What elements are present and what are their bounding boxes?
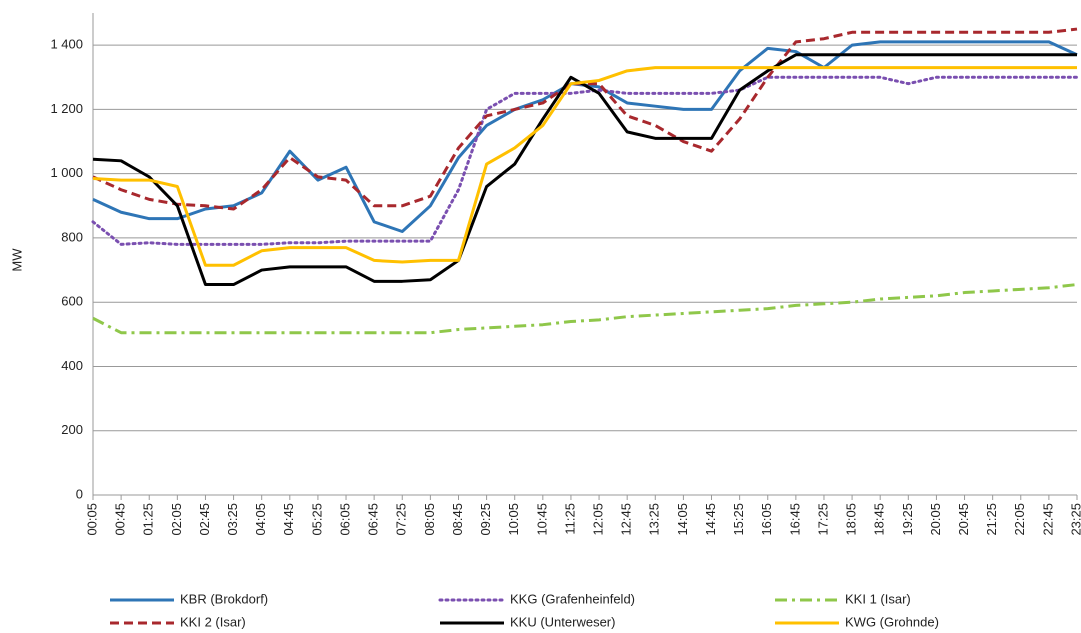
x-tick-label: 01:25 <box>141 503 156 536</box>
x-tick-label: 10:45 <box>534 503 549 536</box>
legend-label: KKG (Grafenheinfeld) <box>510 591 635 606</box>
series-line <box>92 66 1077 267</box>
x-tick-label: 12:05 <box>590 503 605 536</box>
legend-label: KKI 2 (Isar) <box>180 614 246 629</box>
x-tick-label: 06:05 <box>337 503 352 536</box>
legend-label: KWG (Grohnde) <box>845 614 939 629</box>
y-tick-label: 1 400 <box>50 37 83 52</box>
series-line <box>91 75 1079 246</box>
x-tick-label: 19:25 <box>900 503 915 536</box>
series-line <box>92 283 1078 335</box>
x-tick-label: 23:25 <box>1068 503 1081 536</box>
legend-label: KBR (Brokdorf) <box>180 591 268 606</box>
y-tick-label: 0 <box>76 486 83 501</box>
x-tick-label: 20:45 <box>956 503 971 536</box>
x-tick-label: 18:05 <box>844 503 859 536</box>
x-tick-label: 09:25 <box>478 503 493 536</box>
x-tick-label: 14:05 <box>675 503 690 536</box>
x-tick-label: 04:45 <box>281 503 296 536</box>
x-tick-label: 12:45 <box>619 503 634 536</box>
x-tick-label: 08:45 <box>450 503 465 536</box>
x-tick-label: 17:25 <box>815 503 830 536</box>
x-tick-label: 22:45 <box>1040 503 1055 536</box>
y-tick-label: 200 <box>61 422 83 437</box>
x-tick-label: 21:25 <box>984 503 999 536</box>
y-tick-label: 1 200 <box>50 101 83 116</box>
x-tick-label: 05:25 <box>309 503 324 536</box>
x-tick-label: 06:45 <box>366 503 381 536</box>
x-tick-label: 02:05 <box>169 503 184 536</box>
x-tick-label: 11:25 <box>562 503 577 535</box>
x-tick-label: 22:05 <box>1012 503 1027 536</box>
series-line <box>92 27 1078 211</box>
y-tick-label: 800 <box>61 229 83 244</box>
x-tick-label: 15:25 <box>731 503 746 536</box>
y-axis-label: MW <box>9 248 24 272</box>
legend-label: KKU (Unterweser) <box>510 614 615 629</box>
x-tick-label: 18:45 <box>872 503 887 536</box>
x-tick-label: 10:05 <box>506 503 521 536</box>
x-tick-label: 00:05 <box>84 503 99 536</box>
y-tick-label: 400 <box>61 358 83 373</box>
y-tick-label: 1 000 <box>50 165 83 180</box>
x-tick-label: 04:05 <box>253 503 268 536</box>
x-tick-label: 14:45 <box>703 503 718 536</box>
y-tick-label: 600 <box>61 294 83 309</box>
x-tick-label: 20:05 <box>928 503 943 536</box>
x-tick-label: 16:45 <box>787 503 802 536</box>
x-tick-label: 00:45 <box>113 503 128 536</box>
x-tick-label: 07:25 <box>394 503 409 536</box>
x-tick-label: 16:05 <box>759 503 774 536</box>
legend-label: KKI 1 (Isar) <box>845 591 911 606</box>
x-tick-label: 13:25 <box>647 503 662 536</box>
x-tick-label: 02:45 <box>197 503 212 536</box>
x-tick-label: 08:05 <box>422 503 437 536</box>
x-tick-label: 03:25 <box>225 503 240 536</box>
series-line <box>92 53 1077 287</box>
